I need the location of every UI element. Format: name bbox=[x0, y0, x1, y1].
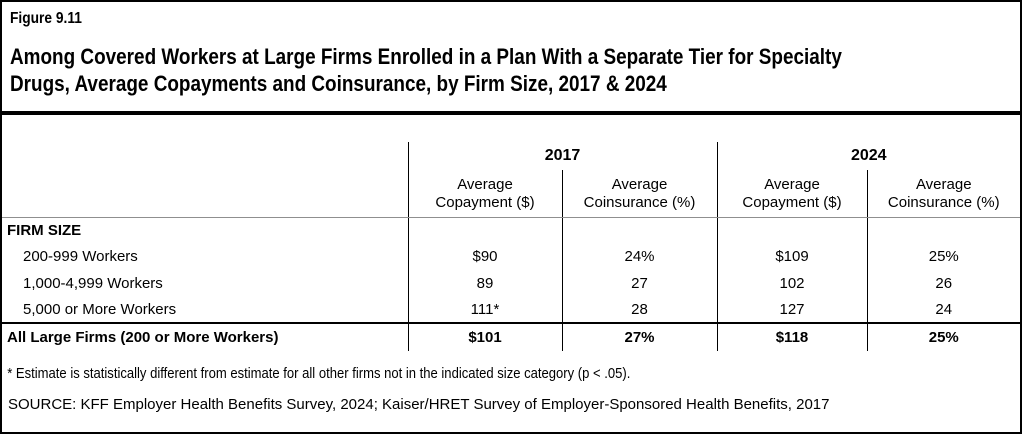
row-label-header-spacer bbox=[2, 142, 408, 218]
table-row-1000-4999: 1,000-4,999 Workers 89 27 102 26 bbox=[2, 270, 1020, 296]
total-row-label: All Large Firms (200 or More Workers) bbox=[2, 322, 408, 351]
figure-title: Among Covered Workers at Large Firms Enr… bbox=[10, 43, 1010, 97]
col-header-2024-copayment: Average Copayment ($) bbox=[716, 170, 867, 218]
cell-2017-coinsurance: 28 bbox=[561, 296, 717, 323]
total-2017-coinsurance: 27% bbox=[561, 322, 717, 351]
figure-title-line-1: Among Covered Workers at Large Firms Enr… bbox=[10, 44, 842, 69]
empty-cell bbox=[407, 217, 562, 243]
source-citation: SOURCE: KFF Employer Health Benefits Sur… bbox=[8, 396, 830, 413]
year-header-2017: 2017 bbox=[407, 142, 717, 170]
cell-2017-copayment: 111* bbox=[407, 296, 562, 323]
year-header-2024: 2024 bbox=[716, 142, 1020, 170]
empty-cell bbox=[716, 217, 867, 243]
cell-2024-copayment: $109 bbox=[716, 243, 867, 270]
table-row-5000-more: 5,000 or More Workers 111* 28 127 24 bbox=[2, 296, 1020, 323]
col-header-2024-coinsurance: Average Coinsurance (%) bbox=[866, 170, 1020, 218]
row-label: 200-999 Workers bbox=[23, 248, 138, 265]
empty-cell bbox=[866, 217, 1020, 243]
figure-header: Figure 9.11 Among Covered Workers at Lar… bbox=[2, 2, 1020, 97]
cell-2017-coinsurance: 27 bbox=[561, 270, 717, 296]
firm-size-section-row: FIRM SIZE bbox=[2, 217, 1020, 243]
total-2024-coinsurance: 25% bbox=[866, 322, 1020, 351]
col-header-2017-copayment: Average Copayment ($) bbox=[407, 170, 562, 218]
cell-2017-copayment: 89 bbox=[407, 270, 562, 296]
firm-size-section-label: FIRM SIZE bbox=[7, 221, 82, 239]
total-2024-copayment: $118 bbox=[716, 322, 867, 351]
cell-2024-copayment: 102 bbox=[716, 270, 867, 296]
cell-2024-coinsurance: 26 bbox=[866, 270, 1020, 296]
figure-number: Figure 9.11 bbox=[10, 10, 82, 27]
table-row-all-large-firms: All Large Firms (200 or More Workers) $1… bbox=[2, 322, 1020, 351]
cell-2024-coinsurance: 24 bbox=[866, 296, 1020, 323]
table-row-200-999: 200-999 Workers $90 24% $109 25% bbox=[2, 243, 1020, 270]
cell-2024-copayment: 127 bbox=[716, 296, 867, 323]
row-label: 5,000 or More Workers bbox=[23, 300, 177, 318]
col-header-2017-coinsurance: Average Coinsurance (%) bbox=[561, 170, 717, 218]
title-divider bbox=[2, 111, 1020, 115]
empty-cell bbox=[561, 217, 717, 243]
copay-coinsurance-table: 2017 2024 Average Copayment ($) Average … bbox=[2, 142, 1020, 351]
row-label: 1,000-4,999 Workers bbox=[23, 274, 163, 292]
total-2017-copayment: $101 bbox=[407, 322, 562, 351]
year-header-row: 2017 2024 bbox=[2, 142, 1020, 218]
figure-title-line-2: Drugs, Average Copayments and Coinsuranc… bbox=[10, 71, 667, 96]
cell-2024-coinsurance: 25% bbox=[866, 243, 1020, 270]
cell-2017-copayment: $90 bbox=[407, 243, 562, 270]
statistical-footnote: * Estimate is statistically different fr… bbox=[7, 365, 631, 382]
cell-2017-coinsurance: 24% bbox=[561, 243, 717, 270]
column-header-row: Average Copayment ($) Average Coinsuranc… bbox=[2, 170, 1020, 218]
